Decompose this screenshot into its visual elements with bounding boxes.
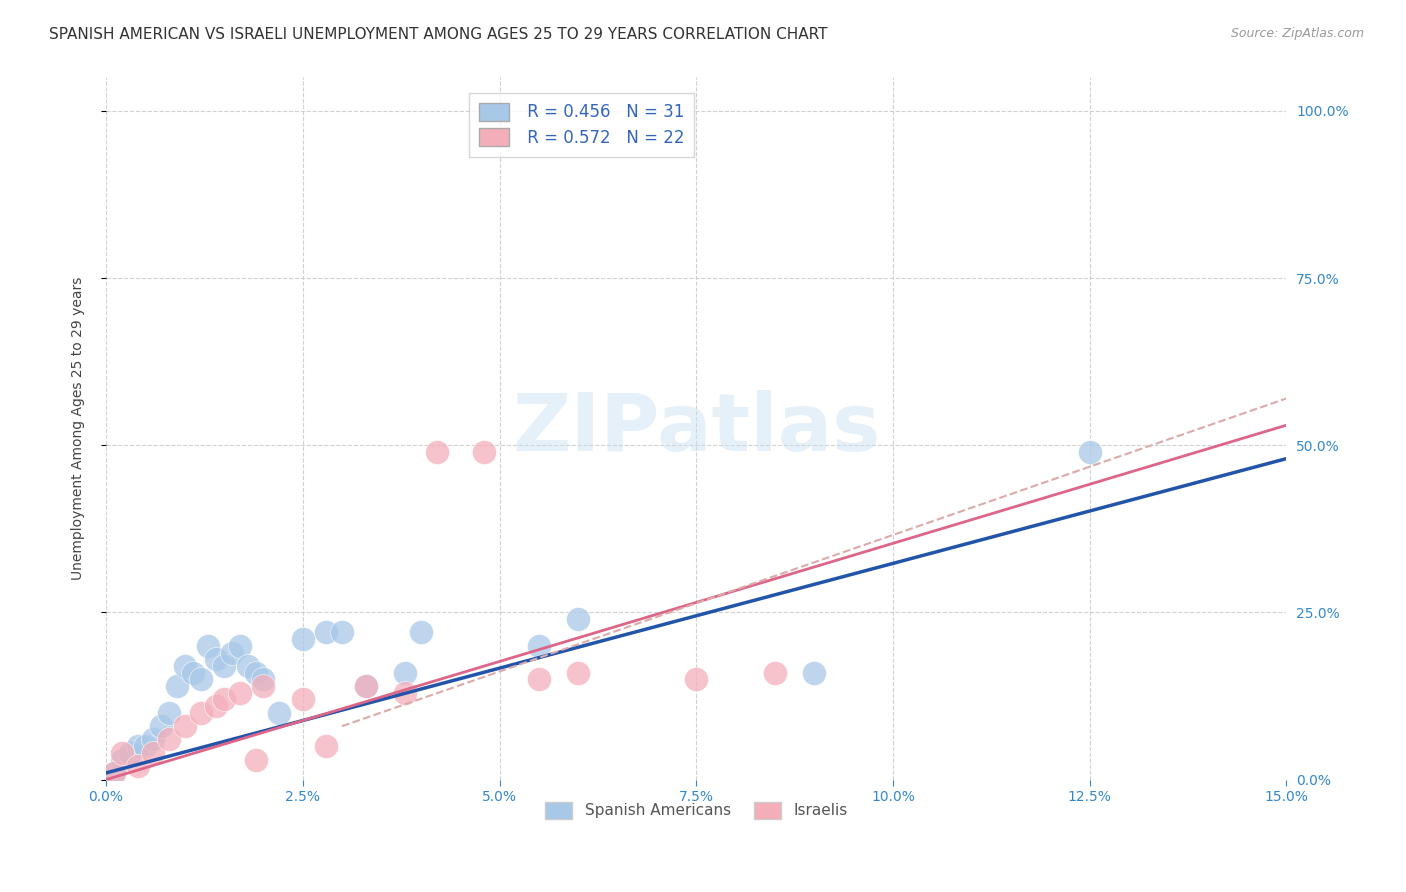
Point [173, 659, 195, 673]
Point [157, 732, 180, 747]
Point [245, 753, 267, 767]
Point [103, 766, 125, 780]
Legend: Spanish Americans, Israelis: Spanish Americans, Israelis [538, 796, 853, 824]
Point [803, 665, 825, 680]
Point [212, 659, 235, 673]
Point [394, 686, 416, 700]
Text: ZIPatlas: ZIPatlas [512, 390, 880, 467]
Point [142, 732, 165, 747]
Point [190, 706, 212, 720]
Point [291, 692, 314, 706]
Point [685, 673, 707, 687]
Text: Source: ZipAtlas.com: Source: ZipAtlas.com [1230, 27, 1364, 40]
Point [527, 673, 550, 687]
Point [1078, 445, 1101, 459]
Point [763, 665, 786, 680]
Point [205, 699, 228, 714]
Point [111, 753, 134, 767]
Point [269, 706, 291, 720]
Point [229, 686, 252, 700]
Y-axis label: Unemployment Among Ages 25 to 29 years: Unemployment Among Ages 25 to 29 years [72, 277, 86, 580]
Point [315, 625, 337, 640]
Point [205, 652, 228, 666]
Point [197, 639, 219, 653]
Point [173, 719, 195, 733]
Point [134, 739, 156, 754]
Point [142, 746, 165, 760]
Point [472, 445, 495, 459]
Point [567, 665, 589, 680]
Point [354, 679, 377, 693]
Point [567, 612, 589, 626]
Point [212, 692, 235, 706]
Point [166, 679, 188, 693]
Text: SPANISH AMERICAN VS ISRAELI UNEMPLOYMENT AMONG AGES 25 TO 29 YEARS CORRELATION C: SPANISH AMERICAN VS ISRAELI UNEMPLOYMENT… [49, 27, 828, 42]
Point [527, 639, 550, 653]
Point [190, 673, 212, 687]
Point [236, 659, 259, 673]
Point [245, 665, 267, 680]
Point [354, 679, 377, 693]
Point [181, 665, 204, 680]
Point [252, 679, 274, 693]
Point [409, 625, 432, 640]
Point [426, 445, 449, 459]
Point [111, 746, 134, 760]
Point [330, 625, 353, 640]
Point [150, 719, 173, 733]
Point [315, 739, 337, 754]
Point [221, 646, 243, 660]
Point [394, 665, 416, 680]
Point [291, 632, 314, 647]
Point [103, 766, 125, 780]
Point [252, 673, 274, 687]
Point [229, 639, 252, 653]
Point [127, 759, 149, 773]
Point [127, 739, 149, 754]
Point [118, 746, 141, 760]
Point [157, 706, 180, 720]
